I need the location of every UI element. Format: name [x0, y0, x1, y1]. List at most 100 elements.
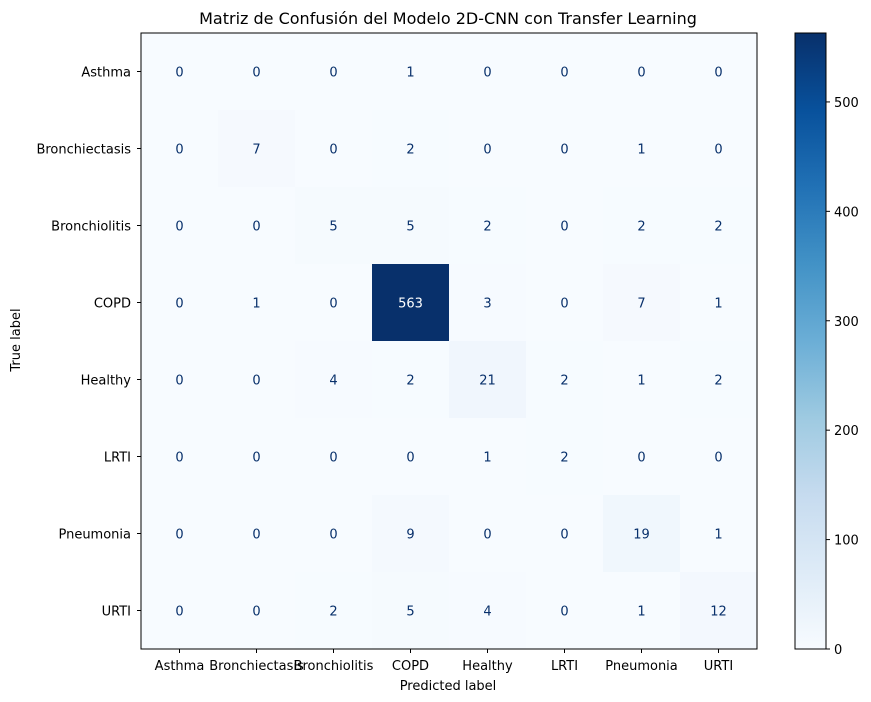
- cell-value-label: 4: [329, 374, 337, 389]
- x-tick-label: Bronchiolitis: [294, 659, 374, 674]
- heatmap-cell: [449, 341, 527, 419]
- cell-value-label: 0: [560, 220, 568, 235]
- heatmap-cell: [449, 33, 527, 111]
- heatmap-cell: [372, 572, 450, 650]
- heatmap-cell: [218, 187, 296, 265]
- heatmap-cell: [680, 187, 758, 265]
- cell-value-label: 563: [398, 297, 423, 312]
- heatmap-cell: [295, 110, 373, 188]
- heatmap-cell: [449, 495, 527, 573]
- cell-value-label: 1: [637, 605, 645, 620]
- heatmap-cell: [372, 187, 450, 265]
- cell-value-label: 0: [252, 451, 260, 466]
- cell-value-label: 2: [406, 143, 414, 158]
- cell-value-label: 21: [479, 374, 496, 389]
- colorbar-tick-label: 300: [834, 315, 859, 330]
- cell-value-label: 2: [329, 605, 337, 620]
- cell-value-label: 0: [252, 605, 260, 620]
- x-tick-label: URTI: [704, 659, 733, 674]
- cell-value-label: 0: [560, 605, 568, 620]
- cell-value-label: 0: [175, 374, 183, 389]
- heatmap-cell: [218, 110, 296, 188]
- heatmap-cell: [526, 33, 604, 111]
- cell-value-label: 5: [329, 220, 337, 235]
- heatmap-cells: [141, 33, 758, 650]
- heatmap-cell: [218, 418, 296, 496]
- cell-value-label: 0: [175, 605, 183, 620]
- cell-value-label: 1: [483, 451, 491, 466]
- heatmap-cell: [526, 110, 604, 188]
- heatmap-cell: [141, 187, 219, 265]
- heatmap-cell: [680, 418, 758, 496]
- cell-value-label: 0: [329, 297, 337, 312]
- heatmap-cell: [372, 495, 450, 573]
- heatmap-cell: [603, 495, 681, 573]
- heatmap-cell: [372, 418, 450, 496]
- heatmap-cell: [218, 341, 296, 419]
- heatmap-cell: [295, 341, 373, 419]
- cell-value-label: 0: [637, 451, 645, 466]
- colorbar-tick-label: 500: [834, 96, 859, 111]
- heatmap-cell: [218, 33, 296, 111]
- heatmap-cell: [603, 187, 681, 265]
- x-tick-label: Bronchiectasis: [209, 659, 304, 674]
- y-tick-label: Healthy: [81, 374, 132, 389]
- cell-value-label: 0: [175, 143, 183, 158]
- x-tick-label: Healthy: [462, 659, 513, 674]
- cell-value-label: 0: [329, 66, 337, 81]
- y-tick-label: COPD: [94, 297, 131, 312]
- y-tick-label: Pneumonia: [58, 528, 131, 543]
- heatmap-cell: [526, 341, 604, 419]
- heatmap-cell: [449, 572, 527, 650]
- y-tick-label: Asthma: [81, 66, 131, 81]
- cell-value-label: 0: [483, 66, 491, 81]
- heatmap-cell: [449, 110, 527, 188]
- cell-value-label: 3: [483, 297, 491, 312]
- heatmap-cell: [680, 495, 758, 573]
- heatmap-cell: [680, 110, 758, 188]
- x-tick-label: Pneumonia: [605, 659, 678, 674]
- heatmap-cell: [141, 418, 219, 496]
- heatmap-cell: [680, 264, 758, 342]
- cell-value-label: 0: [714, 66, 722, 81]
- cell-value-label: 2: [406, 374, 414, 389]
- cell-value-label: 0: [175, 528, 183, 543]
- heatmap-cell: [603, 341, 681, 419]
- cell-value-label: 19: [633, 528, 650, 543]
- cell-value-label: 7: [637, 297, 645, 312]
- heatmap-cell: [603, 264, 681, 342]
- colorbar-tick-label: 200: [834, 424, 859, 439]
- cell-value-label: 0: [560, 66, 568, 81]
- cell-value-label: 1: [714, 528, 722, 543]
- heatmap-cell: [449, 264, 527, 342]
- colorbar-tick-label: 100: [834, 534, 859, 549]
- cell-value-label: 0: [714, 451, 722, 466]
- cell-value-label: 5: [406, 605, 414, 620]
- heatmap-cell: [295, 187, 373, 265]
- heatmap-cell: [372, 264, 450, 342]
- cell-value-label: 0: [483, 143, 491, 158]
- y-axis-label: True label: [9, 308, 24, 372]
- heatmap-cell: [449, 418, 527, 496]
- cell-value-label: 0: [329, 451, 337, 466]
- heatmap-cell: [372, 110, 450, 188]
- y-tick-label: Bronchiectasis: [36, 143, 131, 158]
- cell-value-label: 1: [252, 297, 260, 312]
- heatmap-cell: [218, 495, 296, 573]
- x-tick-label: LRTI: [551, 659, 578, 674]
- heatmap-cell: [526, 572, 604, 650]
- cell-value-label: 2: [637, 220, 645, 235]
- cell-value-label: 0: [252, 66, 260, 81]
- heatmap-cell: [449, 187, 527, 265]
- heatmap-cell: [372, 341, 450, 419]
- cell-value-label: 1: [637, 143, 645, 158]
- heatmap-cell: [526, 418, 604, 496]
- cell-value-label: 0: [483, 528, 491, 543]
- x-axis-label: Predicted label: [400, 679, 497, 694]
- cell-value-label: 0: [175, 297, 183, 312]
- cell-value-label: 0: [252, 220, 260, 235]
- heatmap-cell: [141, 33, 219, 111]
- colorbar-tick-label: 400: [834, 205, 859, 220]
- cell-value-label: 0: [406, 451, 414, 466]
